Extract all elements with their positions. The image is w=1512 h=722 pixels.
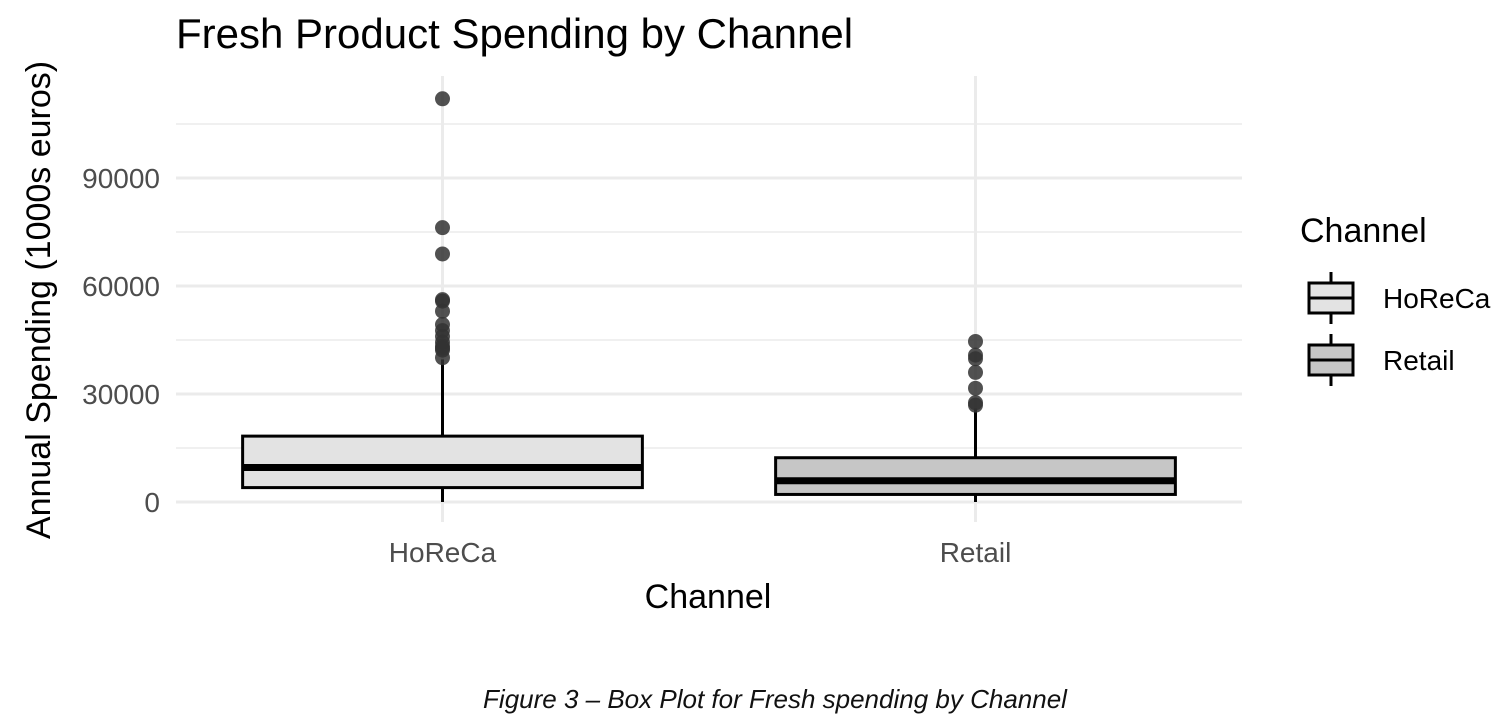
legend-item-horeca: HoReCa	[1307, 272, 1491, 324]
outlier-point	[968, 351, 983, 367]
box-retail	[774, 333, 1177, 502]
outlier-point	[968, 333, 983, 349]
outlier-point	[968, 397, 983, 413]
outlier-point	[435, 220, 450, 236]
box-body	[241, 434, 644, 490]
legend-item-retail: Retail	[1307, 334, 1455, 386]
y-tick-label: 90000	[82, 163, 160, 194]
box-body	[774, 456, 1177, 496]
legend-title: Channel	[1300, 212, 1427, 250]
y-tick-label: 0	[144, 487, 160, 518]
x-tick-label: Retail	[940, 537, 1012, 568]
x-axis-label: Channel	[645, 578, 772, 616]
outlier-point	[435, 246, 450, 262]
outlier-point	[968, 380, 983, 396]
legend: Channel HoReCa Retail	[1300, 212, 1491, 386]
legend-entries: HoReCa Retail	[1307, 272, 1491, 386]
outlier-point	[435, 303, 450, 319]
outlier-point	[435, 350, 450, 366]
axes: 0 30000 60000 90000 HoReCa Retail	[82, 163, 1011, 568]
y-tick-label: 30000	[82, 379, 160, 410]
outlier-point	[968, 364, 983, 380]
figure-caption: Figure 3 – Box Plot for Fresh spending b…	[483, 684, 1067, 714]
legend-label: HoReCa	[1383, 283, 1491, 314]
chart-title: Fresh Product Spending by Channel	[176, 10, 853, 57]
y-axis-label: Annual Spending (1000s euros)	[20, 61, 58, 539]
legend-label: Retail	[1383, 345, 1455, 376]
outlier-point	[435, 91, 450, 107]
box-plot-marks	[241, 91, 1177, 502]
x-tick-label: HoReCa	[389, 537, 497, 568]
box-horeca	[241, 91, 644, 502]
y-tick-label: 60000	[82, 271, 160, 302]
